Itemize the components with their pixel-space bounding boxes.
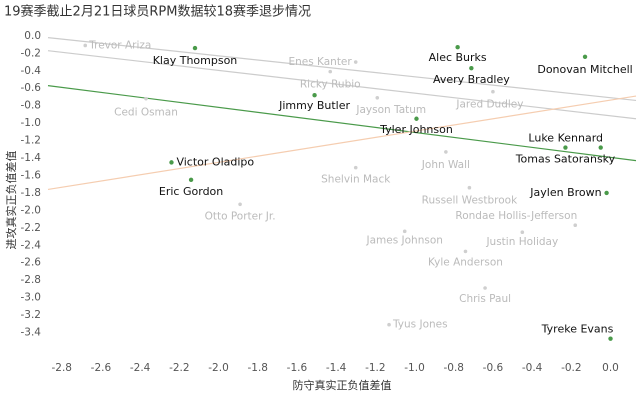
y-axis-title: 进攻真实正负值差值 xyxy=(4,151,18,250)
point xyxy=(483,286,487,290)
x-tick-label: -0.8 xyxy=(443,362,464,374)
point-label: Luke Kennard xyxy=(528,132,603,145)
x-tick-label: 0.0 xyxy=(602,362,619,374)
point xyxy=(387,322,391,327)
point-label: Tyreke Evans xyxy=(541,323,614,336)
y-tick-label: -2.8 xyxy=(21,274,42,286)
point xyxy=(188,177,194,183)
point-label: Eric Gordon xyxy=(159,185,223,198)
point-label: Cedi Osman xyxy=(114,107,178,119)
point xyxy=(353,165,358,170)
x-axis-title: 防守真实正负值差值 xyxy=(293,378,392,392)
trend-line xyxy=(47,37,637,102)
point xyxy=(467,185,472,190)
point xyxy=(83,43,88,48)
point-label: Jayson Tatum xyxy=(355,104,426,116)
y-tick-label: -1.4 xyxy=(21,152,42,164)
point xyxy=(608,336,613,341)
point xyxy=(192,45,198,51)
point-label: Otto Porter Jr. xyxy=(205,210,276,222)
y-tick-label: -0.4 xyxy=(21,65,42,77)
y-tick-label: 0.0 xyxy=(24,30,41,42)
point-label: Justin Holiday xyxy=(485,236,558,248)
y-tick-label: -2.4 xyxy=(21,239,42,251)
x-tick-label: -0.4 xyxy=(522,362,543,374)
y-tick-label: -2.6 xyxy=(21,257,42,269)
x-tick-label: -2.8 xyxy=(51,362,72,374)
point xyxy=(402,229,407,234)
y-tick-label: -2.0 xyxy=(21,204,42,216)
x-tick-label: -1.8 xyxy=(247,362,268,374)
x-tick-label: -1.6 xyxy=(287,362,308,374)
point-label: Avery Bradley xyxy=(433,73,510,86)
point xyxy=(238,202,242,207)
x-tick-label: -0.2 xyxy=(561,362,582,374)
point-label: Russell Westbrook xyxy=(422,195,518,207)
point xyxy=(582,54,588,59)
point-label: John Wall xyxy=(421,159,470,171)
point xyxy=(353,60,358,64)
point-label: Kyle Anderson xyxy=(428,256,503,268)
point xyxy=(455,44,460,50)
y-tick-label: -1.2 xyxy=(21,135,42,147)
y-tick-label: -1.8 xyxy=(21,187,42,199)
point xyxy=(573,223,578,228)
point-label: James Johnson xyxy=(366,234,443,246)
x-tick-label: -2.0 xyxy=(208,362,229,374)
point xyxy=(375,96,380,100)
point xyxy=(463,249,468,254)
x-tick-label: -1.4 xyxy=(326,362,347,374)
point-label: Klay Thompson xyxy=(153,54,238,67)
x-tick-label: -2.2 xyxy=(169,362,190,374)
y-tick-label: -2.2 xyxy=(21,222,42,234)
y-tick-label: -1.6 xyxy=(21,169,42,181)
point-label: Victor Oladipo xyxy=(176,155,254,168)
point-label: Rondae Hollis-Jefferson xyxy=(455,210,577,222)
chart-title: 19赛季截止2月21日球员RPM数据较18赛季退步情况 xyxy=(4,4,311,20)
y-tick-label: -3.0 xyxy=(21,292,42,304)
y-tick-label: -3.2 xyxy=(21,309,42,321)
y-tick-label: -1.0 xyxy=(21,117,42,129)
y-tick-label: -0.2 xyxy=(21,47,42,59)
x-tick-label: -1.2 xyxy=(365,362,386,374)
point xyxy=(169,160,174,165)
point-label: Tyus Jones xyxy=(392,319,448,331)
point xyxy=(144,96,148,101)
trend-line xyxy=(47,50,637,120)
point xyxy=(444,150,448,154)
point xyxy=(312,92,317,98)
point-label: Jaylen Brown xyxy=(529,186,601,199)
point xyxy=(414,116,419,121)
point-label: Tomas Satoransky xyxy=(515,153,616,166)
trend-line xyxy=(47,95,637,191)
y-tick-label: -0.6 xyxy=(21,82,42,94)
trend-line xyxy=(47,84,637,162)
point xyxy=(328,69,333,74)
point-label: Chris Paul xyxy=(459,293,511,305)
point-label: Ricky Rubio xyxy=(300,79,361,91)
point-label: Tyler Johnson xyxy=(379,123,453,136)
y-tick-label: -0.8 xyxy=(21,100,42,112)
point xyxy=(520,230,525,234)
y-tick-label: -3.4 xyxy=(21,327,42,339)
x-tick-label: -2.4 xyxy=(130,362,151,374)
x-tick-label: -1.0 xyxy=(404,362,425,374)
point-label: Jared Dudley xyxy=(455,99,523,111)
point-label: Jimmy Butler xyxy=(278,99,350,112)
x-tick-label: -0.6 xyxy=(483,362,504,374)
point-label: Alec Burks xyxy=(429,51,487,64)
point xyxy=(604,190,609,196)
point xyxy=(598,145,603,150)
point-label: Shelvin Mack xyxy=(321,174,391,186)
point xyxy=(469,65,474,71)
point xyxy=(563,145,568,150)
point-label: Trevor Ariza xyxy=(88,39,151,51)
point-label: Donovan Mitchell xyxy=(537,63,632,76)
x-tick-label: -2.6 xyxy=(91,362,112,374)
point-label: Enes Kanter xyxy=(288,56,352,68)
point xyxy=(491,89,495,94)
